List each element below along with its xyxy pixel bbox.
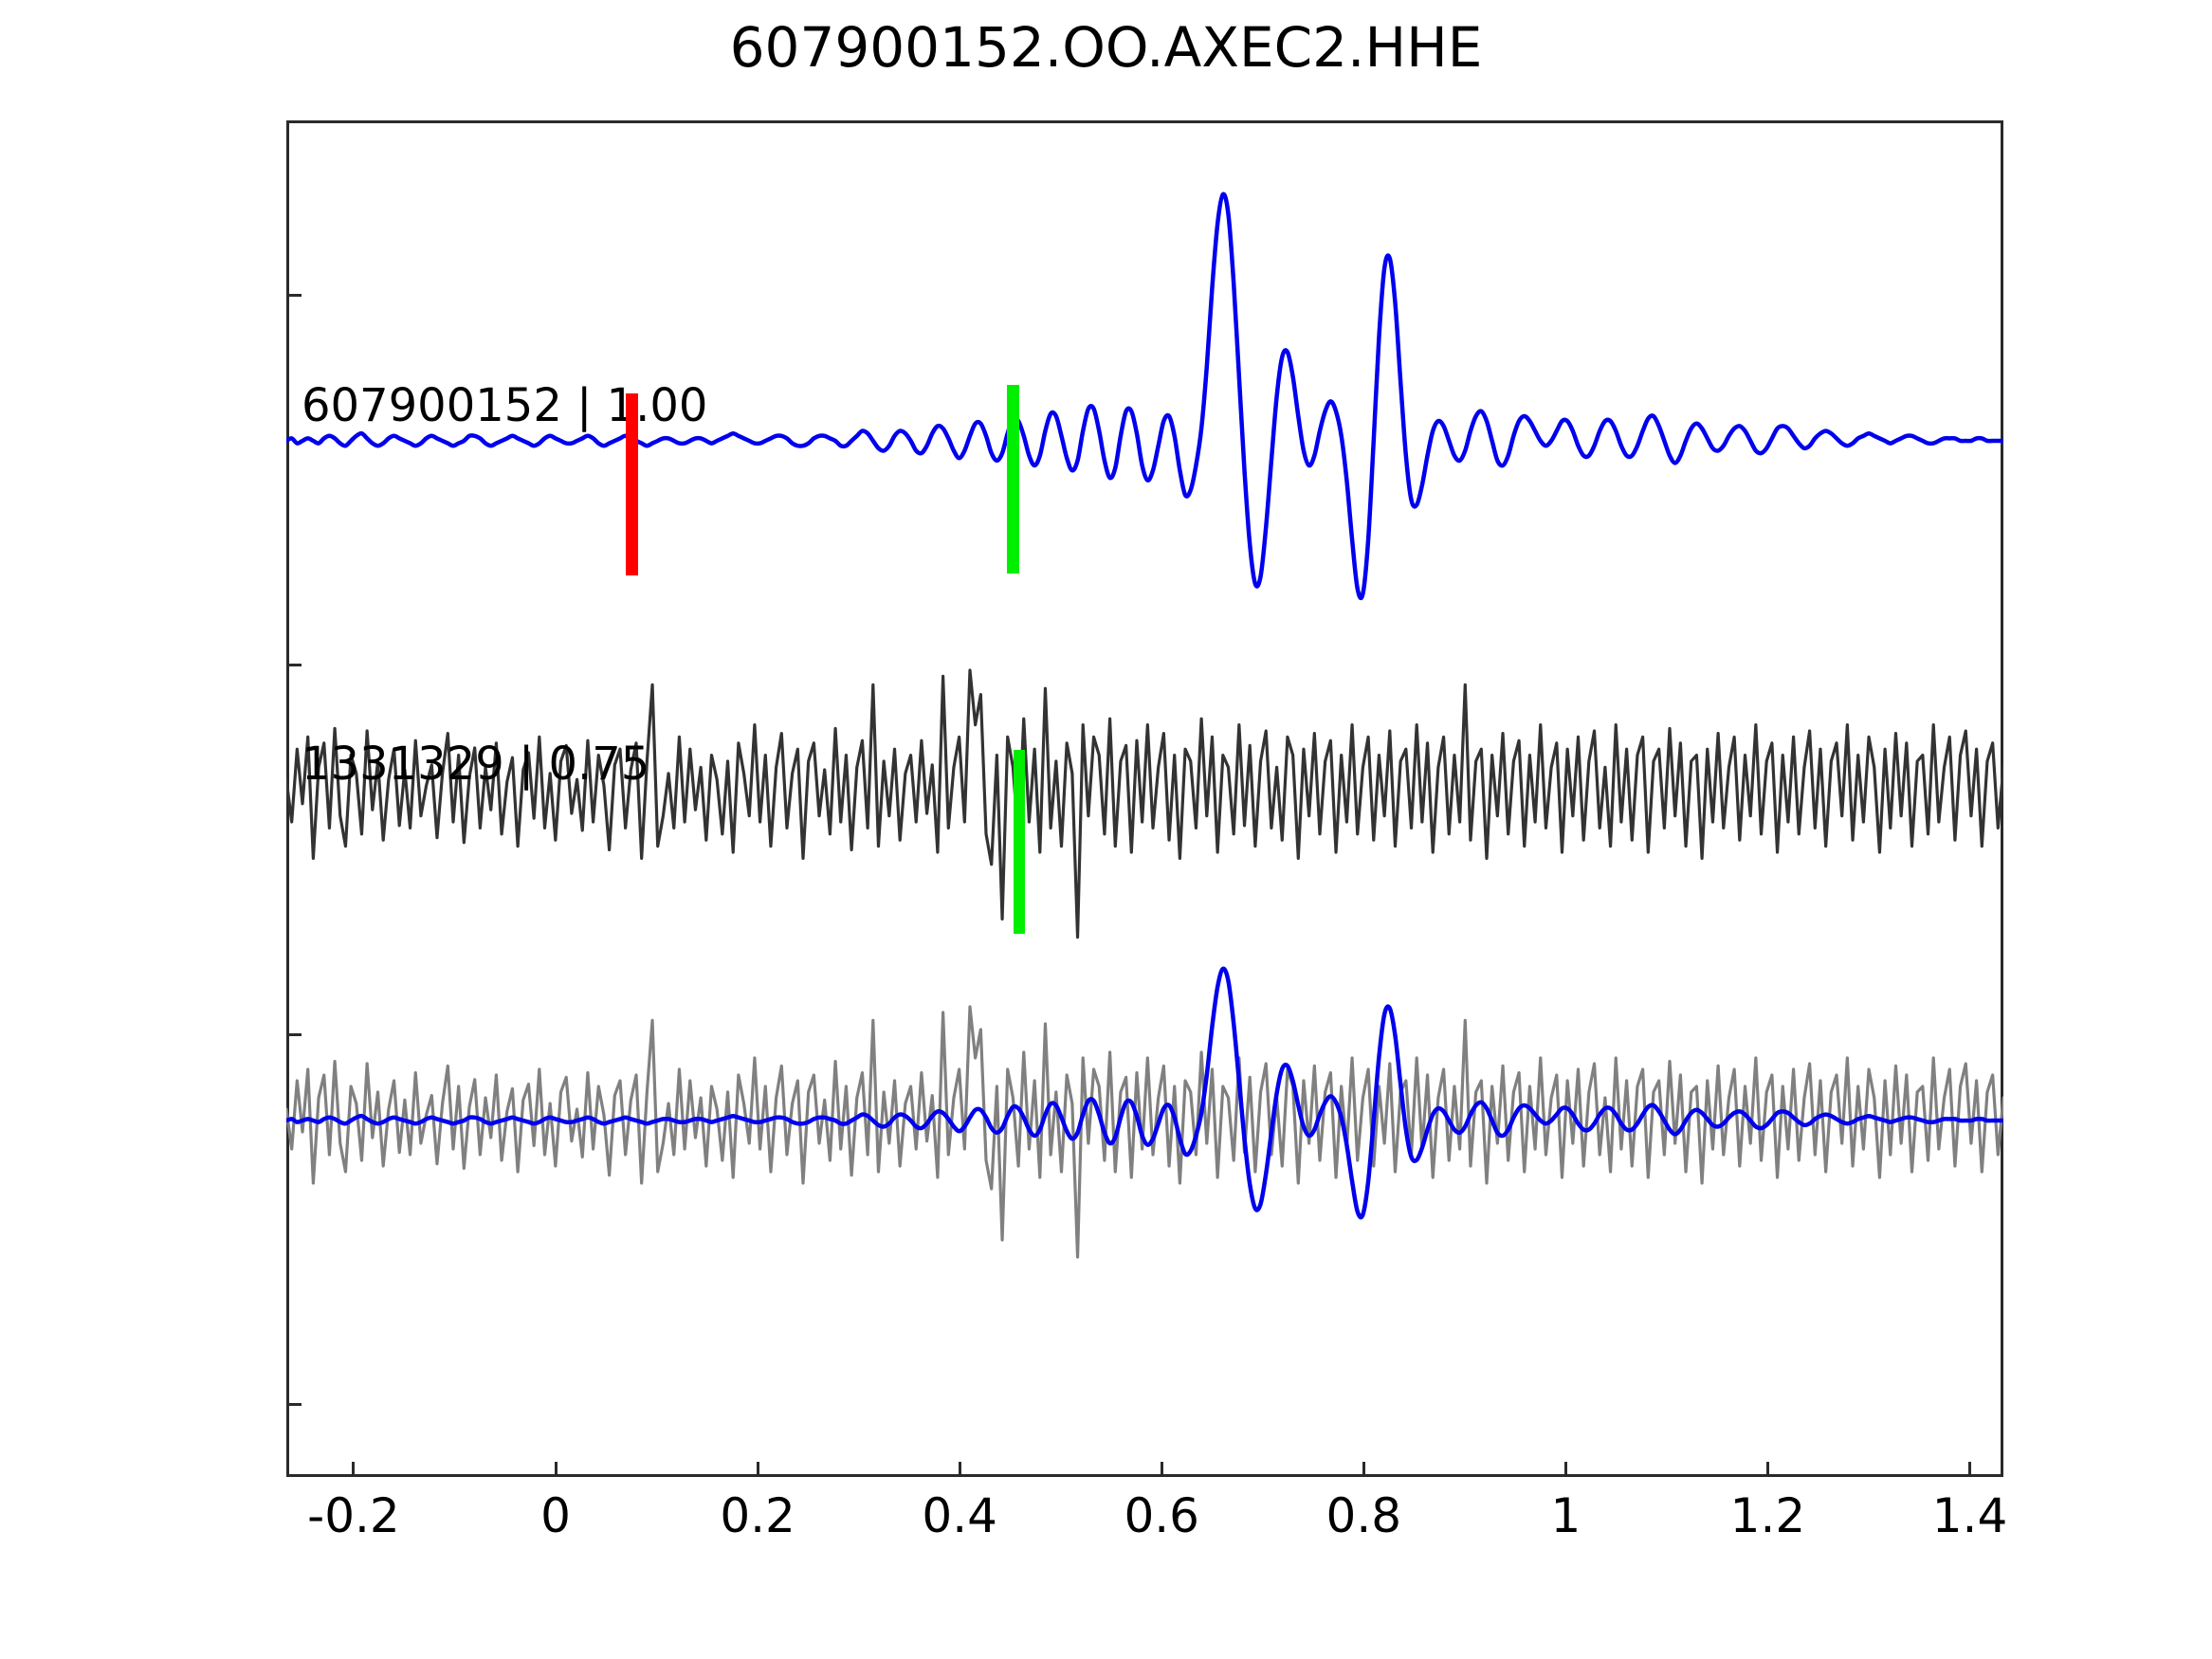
x-tick <box>1765 1462 1769 1477</box>
plot-axes <box>286 120 2003 1477</box>
x-tick-label: -0.2 <box>307 1488 400 1543</box>
x-tick <box>958 1462 961 1477</box>
y-tick <box>286 1033 302 1036</box>
y-tick <box>286 664 302 666</box>
x-tick <box>1968 1462 1972 1477</box>
detection-trace-overlay <box>286 1005 2003 1259</box>
x-tick <box>554 1462 558 1477</box>
origin-pick <box>626 393 638 575</box>
y-tick <box>286 294 302 297</box>
x-tick <box>352 1462 356 1477</box>
trace-label-607900152: 607900152 | 1.00 <box>302 379 708 432</box>
template-trace-overlay <box>286 966 2003 1220</box>
detection-trace-panel2 <box>286 668 2003 939</box>
phase-pick-detection <box>1014 750 1025 934</box>
x-tick-label: 1.2 <box>1729 1488 1806 1543</box>
x-tick-label: 0.6 <box>1124 1488 1199 1543</box>
trace-label-1331329: 1331329 | 0.75 <box>302 738 650 791</box>
x-tick <box>1362 1462 1365 1477</box>
x-tick-label: 0.4 <box>922 1488 997 1543</box>
x-tick <box>756 1462 759 1477</box>
x-tick-label: 0.2 <box>720 1488 795 1543</box>
x-tick-label: 1.4 <box>1931 1488 2008 1543</box>
x-tick <box>1160 1462 1163 1477</box>
x-tick-label: 0 <box>540 1488 571 1543</box>
y-tick <box>286 1403 302 1406</box>
x-tick-label: 0.8 <box>1325 1488 1402 1543</box>
page-title: 607900152.OO.AXEC2.HHE <box>729 15 1483 80</box>
x-tick-label: 1 <box>1550 1488 1581 1543</box>
template-trace-panel1 <box>286 191 2003 601</box>
x-tick <box>1563 1462 1567 1477</box>
phase-pick-template <box>1007 385 1019 574</box>
waveform-canvas <box>286 191 2003 1259</box>
